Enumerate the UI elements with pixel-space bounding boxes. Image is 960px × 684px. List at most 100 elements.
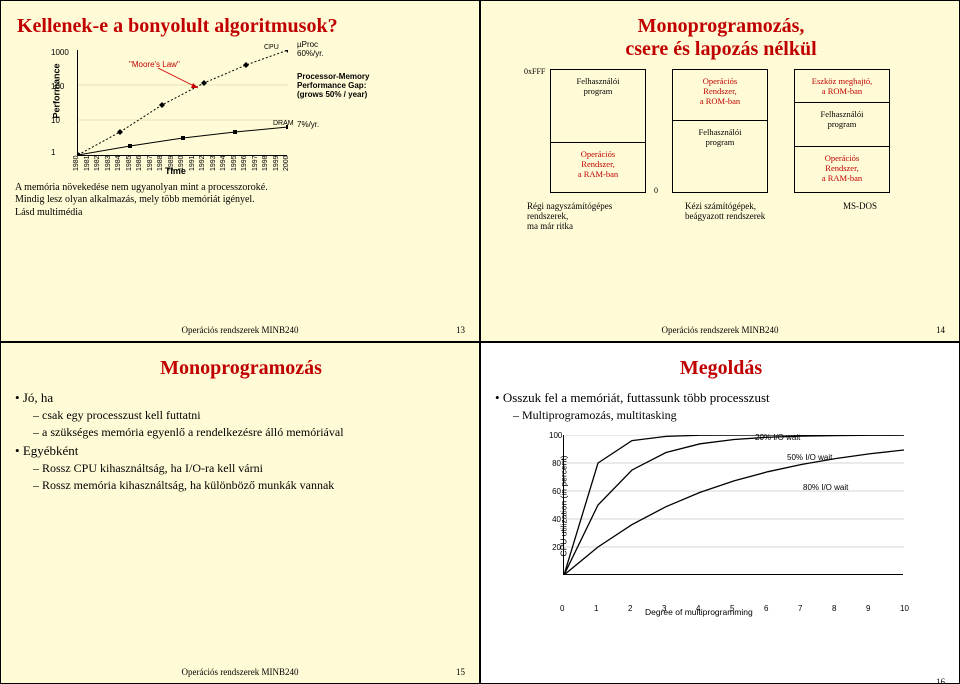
xtick: 1997 [252, 155, 259, 171]
gap-label: Processor-Memory Performance Gap: (grows… [297, 72, 369, 99]
moore-label: "Moore's Law" [129, 60, 180, 69]
slide4-bullets: Osszuk fel a memóriát, futtassunk több p… [495, 390, 945, 423]
ann-20: 20% I/O wait [755, 433, 800, 442]
xtick: 1982 [94, 155, 101, 171]
bullet: Osszuk fel a memóriát, futtassunk több p… [495, 390, 945, 423]
xtick: 1998 [262, 155, 269, 171]
xtick: 1990 [178, 155, 185, 171]
caption: Kézi számítógépek, beágyazott rendszerek [685, 201, 815, 231]
chart1-ylabel: Performance [52, 63, 62, 118]
slide1-footer: Operációs rendszerek MINB240 13 [1, 325, 479, 335]
mem-col-2: Operációs Rendszer, a ROM-ban Felhasznál… [672, 69, 768, 193]
xtick: 0 [560, 604, 564, 613]
memseg: Operációs Rendszer, a RAM-ban [551, 142, 645, 192]
bullet-text: Osszuk fel a memóriát, futtassunk több p… [503, 390, 770, 405]
title-line: csere és lapozás nélkül [625, 38, 816, 60]
xtick: 1986 [136, 155, 143, 171]
slide-3: Monoprogramozás Jó, ha csak egy processz… [0, 342, 480, 684]
slide2-footer: Operációs rendszerek MINB240 14 [481, 325, 959, 335]
addr-top: 0xFFF [524, 67, 545, 76]
cpu-utilization-chart: CPU utilization (in percent) 20406080100… [525, 431, 945, 601]
note-line: Lásd multimédia [15, 207, 83, 218]
dram-label: DRAM [273, 120, 294, 127]
sub-bullet: Multiprogramozás, multitasking [513, 408, 945, 423]
xtick: 1985 [126, 155, 133, 171]
note-line: Mindig lesz olyan alkalmazás, mely több … [15, 194, 465, 205]
chart4-plot [563, 435, 903, 575]
chart4-xlabel: Degree of multiprogramming [645, 607, 753, 617]
bullet: Egyébként Rossz CPU kihasználtság, ha I/… [15, 443, 465, 493]
slide1-title: Kellenek-e a bonyolult algoritmusok? [17, 15, 465, 38]
footer-text: Operációs rendszerek MINB240 [662, 325, 779, 335]
cpu-label: CPU [264, 44, 279, 51]
bullet-text: Egyébként [23, 443, 79, 458]
sub-bullet: Rossz memória kihasználtság, ha különböz… [33, 478, 465, 493]
memseg: Felhasználói program [551, 70, 645, 142]
note-line: A memória növekedése nem ugyanolyan mint… [15, 182, 465, 193]
page-number: 14 [936, 325, 945, 335]
caption: Régi nagyszámítógépes rendszerek, ma már… [527, 201, 657, 231]
membox: Felhasználói program Operációs Rendszer,… [550, 69, 646, 193]
xtick: 1987 [147, 155, 154, 171]
caption: MS-DOS [843, 201, 913, 231]
bullet-text: Jó, ha [23, 390, 53, 405]
ytick: 40 [549, 515, 561, 524]
sub-bullet: csak egy processzust kell futtatni [33, 408, 465, 423]
title-line: Monoprogramozás, [638, 15, 805, 37]
ytick: 1 [51, 148, 55, 157]
xtick: 1 [594, 604, 598, 613]
memseg: Felhasználói program [673, 120, 767, 192]
slide1-notes: A memória növekedése nem ugyanolyan mint… [15, 182, 465, 219]
xtick: 1992 [199, 155, 206, 171]
mem-col-3: Eszköz meghajtó, a ROM-ban Felhasználói … [794, 69, 890, 193]
memseg: Operációs Rendszer, a ROM-ban [673, 70, 767, 120]
sub-bullet: a szükséges memória egyenlő a rendelkezé… [33, 425, 465, 440]
slide3-bullets: Jó, ha csak egy processzust kell futtatn… [15, 390, 465, 493]
slide4-title: Megoldás [497, 357, 945, 380]
ann-80: 80% I/O wait [803, 483, 848, 492]
sub-bullet: Rossz CPU kihasználtság, ha I/O-ra kell … [33, 461, 465, 476]
xtick: 10 [900, 604, 909, 613]
xtick: 1988 [157, 155, 164, 171]
xtick: 9 [866, 604, 870, 613]
memseg: Operációs Rendszer, a RAM-ban [795, 146, 889, 192]
ann-50: 50% I/O wait [787, 453, 832, 462]
ytick: 10 [51, 116, 60, 125]
xtick: 1999 [273, 155, 280, 171]
mem-col-1: 0xFFF Felhasználói program Operációs Ren… [550, 69, 646, 193]
xtick: 1981 [84, 155, 91, 171]
xtick: 1993 [210, 155, 217, 171]
xtick: 1983 [105, 155, 112, 171]
xtick: 6 [764, 604, 768, 613]
page-number: 16 [936, 677, 945, 684]
slide-1: Kellenek-e a bonyolult algoritmusok? Per… [0, 0, 480, 342]
xtick: 1980 [73, 155, 80, 171]
addr-bot: 0 [654, 186, 658, 195]
xtick: 7 [798, 604, 802, 613]
bullet: Jó, ha csak egy processzust kell futtatn… [15, 390, 465, 440]
memseg: Eszköz meghajtó, a ROM-ban [795, 70, 889, 102]
slide3-title: Monoprogramozás [17, 357, 465, 380]
page-number: 15 [456, 667, 465, 677]
ytick: 60 [549, 487, 561, 496]
xtick: 8 [832, 604, 836, 613]
xtick: 1994 [220, 155, 227, 171]
footer-text: Operációs rendszerek MINB240 [182, 325, 299, 335]
membox: Eszköz meghajtó, a ROM-ban Felhasználói … [794, 69, 890, 193]
slide3-footer: Operációs rendszerek MINB240 15 [1, 667, 479, 677]
membox: Operációs Rendszer, a ROM-ban Felhasznál… [672, 69, 768, 193]
dram-rate-label: 7%/yr. [297, 120, 319, 129]
footer-text: Operációs rendszerek MINB240 [182, 667, 299, 677]
memory-diagrams: 0xFFF Felhasználói program Operációs Ren… [495, 69, 945, 193]
page-number: 13 [456, 325, 465, 335]
xtick: 1989 [168, 155, 175, 171]
slide2-title: Monoprogramozás, csere és lapozás nélkül [497, 15, 945, 61]
ytick: 100 [51, 82, 64, 91]
chart4-svg [564, 435, 904, 575]
xtick: 1996 [241, 155, 248, 171]
ytick: 100 [549, 431, 561, 440]
xtick: 1991 [189, 155, 196, 171]
mem-captions: Régi nagyszámítógépes rendszerek, ma már… [495, 201, 945, 231]
ytick: 1000 [51, 48, 69, 57]
memseg: Felhasználói program [795, 102, 889, 146]
